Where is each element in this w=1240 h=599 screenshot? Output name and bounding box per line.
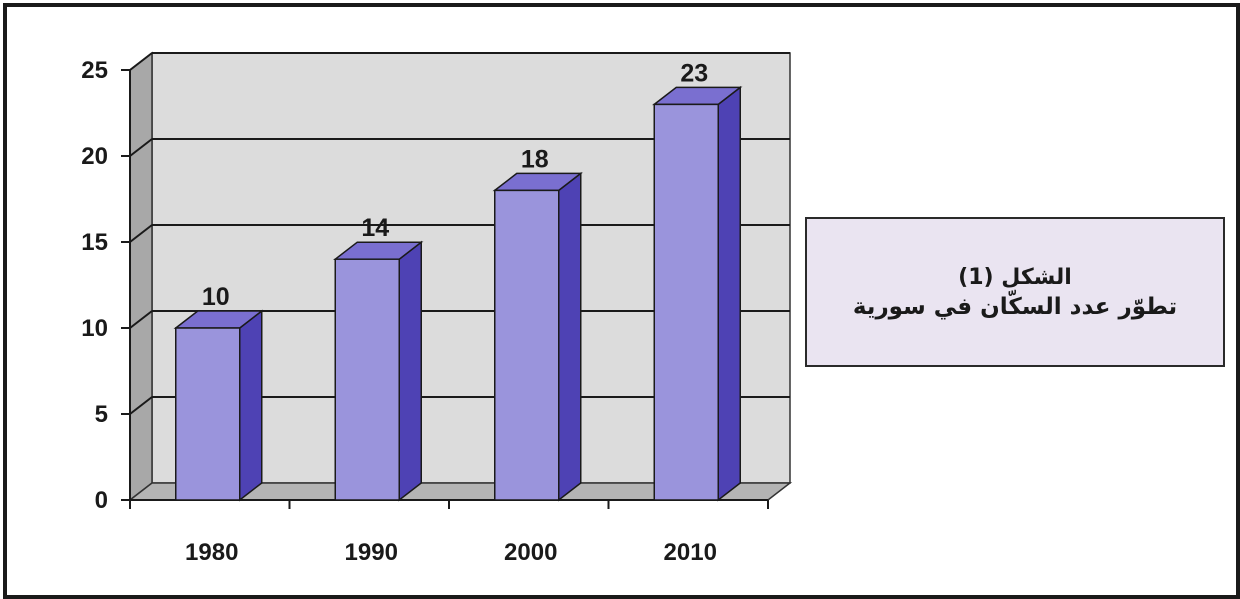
data-label: 14: [361, 214, 389, 242]
x-tick-label: 2010: [664, 539, 717, 566]
x-tick-label: 2000: [504, 539, 557, 566]
data-label: 18: [521, 145, 549, 173]
gridline-side: [129, 396, 153, 415]
y-tick-label: 0: [95, 487, 108, 514]
y-tick-label: 5: [95, 401, 108, 428]
bar-front: [175, 327, 241, 501]
data-label: 23: [680, 59, 708, 87]
figure-title: تطوّر عدد السكّان في سورية: [852, 293, 1178, 320]
gridline-side: [129, 310, 153, 329]
bar-front: [653, 103, 719, 501]
bar-2000: [492, 171, 583, 502]
y-tick-label: 15: [81, 229, 108, 256]
x-tick-label: 1990: [345, 539, 398, 566]
data-label: 10: [202, 283, 230, 311]
y-tick-label: 25: [81, 57, 108, 84]
bar-side: [239, 309, 263, 502]
bar-1980: [173, 309, 264, 502]
gridline-side: [129, 224, 153, 243]
figure-caption: الشكل (1) تطوّر عدد السكّان في سورية: [805, 217, 1225, 367]
side-wall: [129, 51, 153, 502]
bar-side: [558, 171, 582, 502]
bar-2010: [652, 85, 743, 502]
bar-1990: [333, 240, 424, 502]
gridline-side: [129, 52, 153, 71]
bar-side: [717, 85, 741, 502]
bar-front: [494, 189, 560, 501]
y-tick-label: 10: [81, 315, 108, 342]
bar-front: [334, 258, 400, 501]
gridline-side: [129, 138, 153, 157]
bar-side: [398, 240, 422, 502]
x-tick-label: 1980: [185, 539, 238, 566]
figure-number: الشكل (1): [958, 264, 1072, 290]
y-tick-label: 20: [81, 143, 108, 170]
